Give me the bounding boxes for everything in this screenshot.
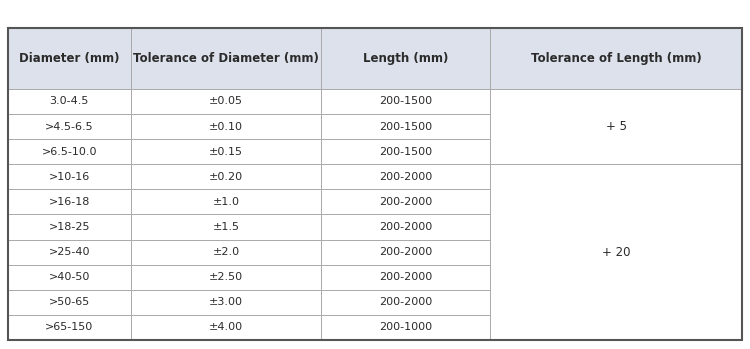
Text: >16-18: >16-18 [49, 197, 90, 207]
Bar [490, 28, 742, 89]
Text: >18-25: >18-25 [49, 222, 90, 232]
Bar [130, 239, 322, 265]
Text: Tolerance of Length (mm): Tolerance of Length (mm) [531, 52, 701, 65]
Text: >40-50: >40-50 [49, 272, 90, 282]
Text: >10-16: >10-16 [49, 172, 90, 182]
Text: ±1.5: ±1.5 [212, 222, 239, 232]
Bar [8, 139, 130, 164]
Text: 200-2000: 200-2000 [380, 197, 433, 207]
Bar [322, 139, 490, 164]
Text: 200-2000: 200-2000 [380, 272, 433, 282]
Bar [8, 114, 130, 139]
Bar [322, 239, 490, 265]
Bar [322, 28, 490, 89]
Text: >50-65: >50-65 [49, 297, 90, 307]
Bar [130, 89, 322, 114]
Text: ±0.15: ±0.15 [209, 147, 243, 157]
Text: ±0.05: ±0.05 [209, 96, 243, 106]
Text: 200-1000: 200-1000 [380, 322, 433, 333]
Bar [322, 265, 490, 290]
Bar [130, 164, 322, 189]
Text: 200-2000: 200-2000 [380, 247, 433, 257]
Bar [322, 290, 490, 315]
Text: 200-1500: 200-1500 [380, 121, 433, 132]
Text: ±1.0: ±1.0 [212, 197, 239, 207]
Text: Length (mm): Length (mm) [363, 52, 448, 65]
Text: ±2.0: ±2.0 [212, 247, 239, 257]
Bar [322, 89, 490, 114]
Bar [322, 189, 490, 214]
Text: >6.5-10.0: >6.5-10.0 [41, 147, 97, 157]
Bar [8, 290, 130, 315]
Bar [8, 89, 130, 114]
Bar [130, 28, 322, 89]
Text: 3.0-4.5: 3.0-4.5 [50, 96, 89, 106]
Text: ±0.10: ±0.10 [209, 121, 243, 132]
Bar [130, 214, 322, 239]
Bar [322, 114, 490, 139]
Bar [8, 28, 742, 340]
Bar [8, 28, 130, 89]
Bar [322, 164, 490, 189]
Bar [130, 139, 322, 164]
Text: ±0.20: ±0.20 [209, 172, 243, 182]
Bar [322, 214, 490, 239]
Text: 200-1500: 200-1500 [380, 147, 433, 157]
Bar [490, 89, 742, 164]
Text: + 20: + 20 [602, 246, 630, 259]
Bar [8, 189, 130, 214]
Bar [8, 164, 130, 189]
Text: ±2.50: ±2.50 [209, 272, 243, 282]
Text: >4.5-6.5: >4.5-6.5 [45, 121, 94, 132]
Bar [8, 214, 130, 239]
Text: Tolerance of Diameter (mm): Tolerance of Diameter (mm) [133, 52, 319, 65]
Bar [130, 114, 322, 139]
Text: Diameter (mm): Diameter (mm) [19, 52, 119, 65]
Bar [322, 315, 490, 340]
Bar [490, 164, 742, 340]
Bar [8, 239, 130, 265]
Text: 200-2000: 200-2000 [380, 297, 433, 307]
Bar [8, 315, 130, 340]
Text: >65-150: >65-150 [45, 322, 94, 333]
Bar [130, 189, 322, 214]
Bar [8, 265, 130, 290]
Text: 200-1500: 200-1500 [380, 96, 433, 106]
Bar [130, 315, 322, 340]
Text: >25-40: >25-40 [49, 247, 90, 257]
Text: 200-2000: 200-2000 [380, 222, 433, 232]
Text: ±3.00: ±3.00 [209, 297, 243, 307]
Text: 200-2000: 200-2000 [380, 172, 433, 182]
Text: ±4.00: ±4.00 [209, 322, 243, 333]
Bar [130, 290, 322, 315]
Text: + 5: + 5 [605, 120, 626, 133]
Bar [130, 265, 322, 290]
